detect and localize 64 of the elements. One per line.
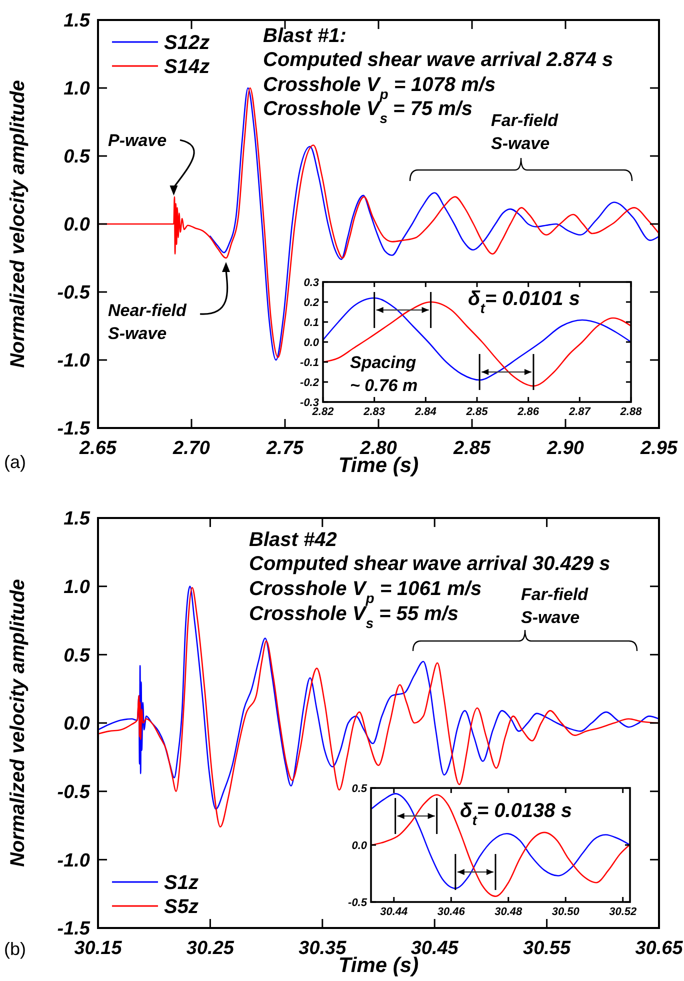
x-tick-label: 30.44 — [380, 906, 408, 918]
x-tick-label: 2.87 — [568, 406, 592, 418]
y-tick-label: -1.5 — [57, 918, 90, 940]
y-tick-label: 0.0 — [352, 840, 368, 852]
y-tick-label: 0.5 — [64, 146, 90, 168]
x-tick-label: 2.90 — [546, 438, 584, 459]
x-tick-label: 2.75 — [266, 438, 304, 459]
x-tick-label: 30.48 — [494, 906, 524, 918]
x-tick-label: 30.55 — [523, 938, 572, 959]
annotation: Near-field S-wave — [108, 301, 188, 343]
x-tick-label: 2.82 — [311, 406, 334, 418]
y-tick-label: 0.0 — [64, 214, 90, 236]
text: (a) — [4, 452, 26, 472]
annotation: Spacing ~ 0.76 m — [350, 353, 418, 395]
annotation: Far-field S-wave — [491, 111, 559, 153]
x-tick-label: 30.65 — [635, 938, 684, 959]
y-tick-label: 1.5 — [64, 10, 90, 32]
legend-label: S12z — [164, 32, 210, 54]
annotation: Blast #1: — [263, 25, 346, 47]
y-axis-title: Normalized velocity amplitude — [7, 579, 29, 867]
y-tick-label: 1.0 — [64, 78, 90, 100]
x-tick-label: 2.95 — [640, 438, 678, 459]
x-tick-label: 2.88 — [619, 406, 643, 418]
x-tick-label: 2.65 — [78, 438, 117, 459]
annotation: δ$_{t}$= 0.0101 s — [468, 288, 580, 316]
x-tick-label: 2.70 — [172, 438, 210, 459]
x-tick-label: 30.25 — [186, 938, 234, 959]
annotation: Far-field S-wave — [521, 585, 589, 627]
y-tick-label: 0.5 — [352, 782, 368, 795]
legend-label: S1z — [164, 872, 198, 894]
y-tick-label: -0.2 — [300, 376, 319, 389]
y-axis-title: Normalized velocity amplitude — [7, 80, 29, 368]
x-tick-label: 2.83 — [362, 406, 386, 418]
legend-label: S14z — [164, 56, 210, 78]
y-tick-label: -1.5 — [57, 418, 90, 440]
y-tick-label: -1.0 — [57, 850, 90, 872]
legend-label: S5z — [164, 896, 198, 918]
x-tick-label: 2.86 — [516, 406, 540, 418]
y-tick-label: 1.5 — [64, 508, 90, 530]
x-tick-label: 30.15 — [74, 938, 122, 959]
y-tick-label: 0.2 — [304, 296, 319, 309]
annotation: Blast #42 — [249, 529, 337, 551]
annotation: Computed shear wave arrival 2.874 s — [263, 49, 614, 71]
x-tick-label: 2.84 — [414, 406, 436, 418]
annotation: δ$_{t}$= 0.0138 s — [460, 800, 572, 828]
annotation: Computed shear wave arrival 30.429 s — [249, 553, 610, 575]
x-tick-label: 30.52 — [609, 906, 637, 918]
y-tick-label: 1.0 — [64, 576, 90, 598]
y-tick-label: -0.5 — [57, 782, 90, 803]
annotation: P-wave — [108, 131, 167, 150]
x-tick-label: 30.46 — [437, 906, 466, 918]
text: (b) — [4, 939, 26, 959]
y-tick-label: -0.1 — [300, 356, 319, 369]
x-tick-label: 2.85 — [465, 406, 489, 418]
x-tick-label: 2.85 — [452, 438, 491, 459]
y-tick-label: -0.5 — [348, 896, 368, 909]
y-tick-label: 0.1 — [304, 316, 319, 329]
y-tick-label: 0.3 — [304, 276, 319, 289]
y-tick-label: -1.0 — [57, 350, 90, 372]
y-tick-label: 0.0 — [304, 336, 320, 349]
x-tick-label: 30.50 — [552, 906, 580, 918]
y-tick-label: 0.5 — [64, 645, 90, 666]
y-tick-label: -0.5 — [57, 282, 90, 304]
y-tick-label: 0.0 — [64, 714, 90, 735]
